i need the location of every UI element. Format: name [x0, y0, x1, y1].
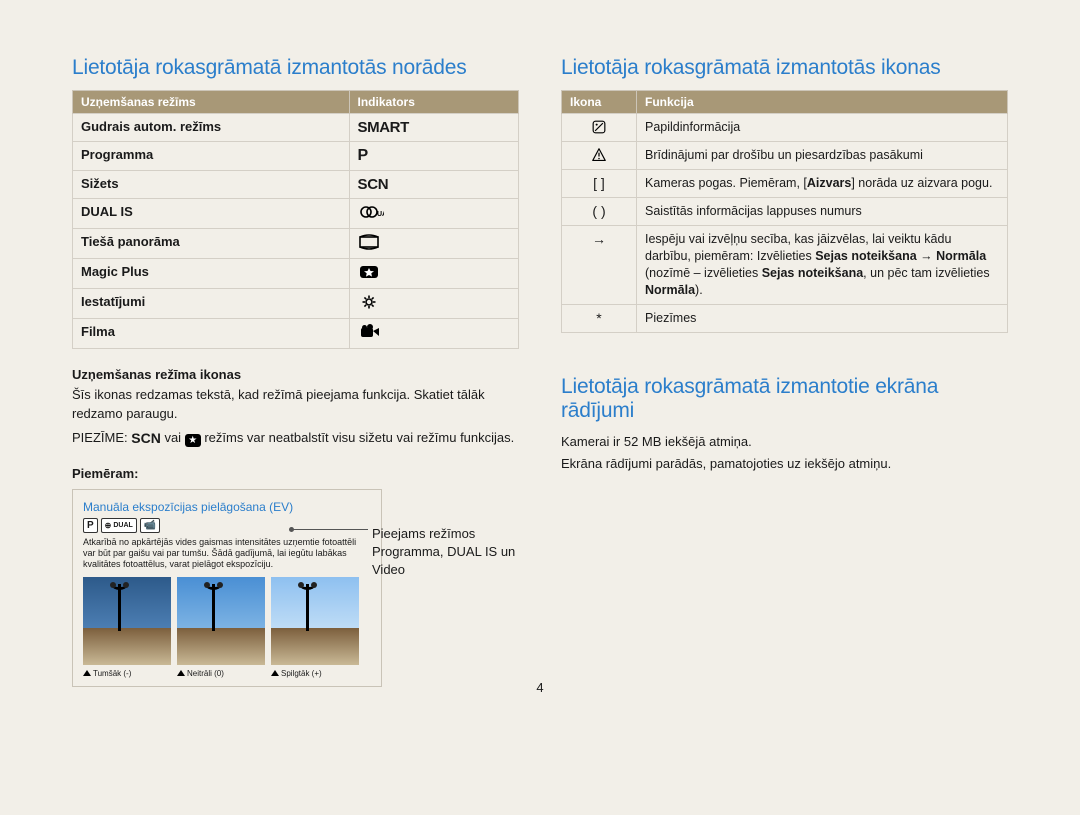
indicator-cell: UAL [349, 199, 518, 229]
mode-cell: Iestatījumi [73, 289, 350, 319]
mode-cell: Magic Plus [73, 259, 350, 289]
svg-text:UAL: UAL [377, 211, 384, 218]
right-heading2: Lietotāja rokasgrāmatā izmantotie ekrāna… [561, 375, 1008, 423]
icon-cell: ( ) [562, 198, 637, 226]
mode-cell: Filma [73, 319, 350, 349]
icons-col1: Ikona [562, 91, 637, 114]
modes-col2: Indikators [349, 91, 518, 114]
example-badges: P ⊕DUAL 📹 [83, 518, 371, 533]
modes-table: Uzņemšanas režīms Indikators Gudrais aut… [72, 90, 519, 349]
mode-cell: Sižets [73, 171, 350, 199]
mode-icons-note: PIEZĪME: SCN vai ★ režīms var neatbalstī… [72, 428, 519, 448]
screen-line2: Ekrāna rādījumi parādās, pamatojoties uz… [561, 455, 1008, 474]
left-heading: Lietotāja rokasgrāmatā izmantotās norāde… [72, 56, 519, 80]
icon-desc: Kameras pogas. Piemēram, [Aizvars] norād… [637, 170, 1008, 198]
callout-line [290, 529, 368, 530]
example-block: Manuāla ekspozīcijas pielāgošana (EV) P … [72, 489, 519, 687]
icon-cell [562, 142, 637, 170]
example-label: Piemēram: [72, 466, 519, 481]
icon-cell: → [562, 226, 637, 305]
icons-table: Ikona Funkcija PapildinformācijaBrīdināj… [561, 90, 1008, 333]
icon-cell: [ ] [562, 170, 637, 198]
mode-cell: Gudrais autom. režīms [73, 114, 350, 142]
icon-cell: * [562, 304, 637, 332]
icon-desc: Saistītās informācijas lappuses numurs [637, 198, 1008, 226]
icon-desc: Brīdinājumi par drošību un piesardzības … [637, 142, 1008, 170]
icons-col2: Funkcija [637, 91, 1008, 114]
callout-text: Pieejams režīmos Programma, DUAL IS un V… [372, 525, 532, 580]
mode-cell: DUAL IS [73, 199, 350, 229]
example-desc: Atkarībā no apkārtējās vides gaismas int… [83, 537, 371, 571]
right-heading1: Lietotāja rokasgrāmatā izmantotās ikonas [561, 56, 1008, 80]
mode-icons-desc: Šīs ikonas redzamas tekstā, kad režīmā p… [72, 386, 519, 424]
indicator-cell [349, 229, 518, 259]
icon-desc: Papildinformācija [637, 114, 1008, 142]
modes-col1: Uzņemšanas režīms [73, 91, 350, 114]
indicator-cell [349, 319, 518, 349]
example-title: Manuāla ekspozīcijas pielāgošana (EV) [83, 500, 371, 514]
icon-desc: Piezīmes [637, 304, 1008, 332]
badge-p: P [83, 518, 98, 533]
magic-icon-inline: ★ [185, 434, 201, 447]
badge-video: 📹 [140, 518, 160, 533]
indicator-cell [349, 289, 518, 319]
mode-cell: Programma [73, 142, 350, 171]
example-thumbs [83, 577, 371, 665]
icon-desc: Iespēju vai izvēļņu secība, kas jāizvēla… [637, 226, 1008, 305]
mode-icons-subhead: Uzņemšanas režīma ikonas [72, 367, 519, 382]
indicator-cell: SMART [349, 114, 518, 142]
indicator-cell: SCN [349, 171, 518, 199]
screen-line1: Kamerai ir 52 MB iekšējā atmiņa. [561, 433, 1008, 452]
indicator-cell: P [349, 142, 518, 171]
page-number: 4 [536, 680, 543, 695]
mode-cell: Tiešā panorāma [73, 229, 350, 259]
icon-cell [562, 114, 637, 142]
indicator-cell [349, 259, 518, 289]
badge-dual: ⊕DUAL [101, 518, 137, 533]
